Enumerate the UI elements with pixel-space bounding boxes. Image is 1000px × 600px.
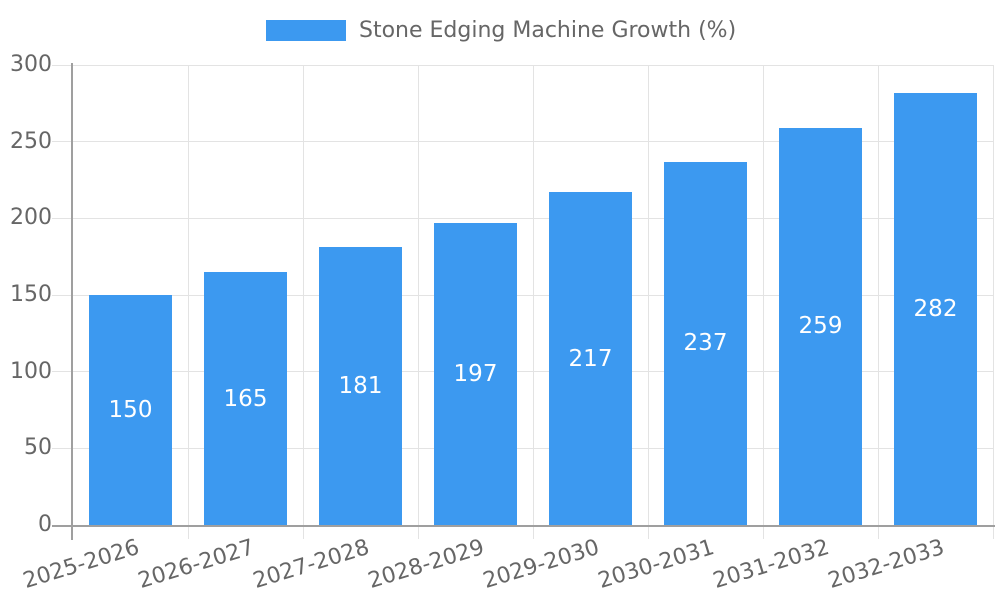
x-axis-line — [52, 525, 995, 527]
y-tick-label: 300 — [10, 52, 52, 77]
v-gridline — [532, 65, 534, 539]
legend[interactable]: Stone Edging Machine Growth (%) — [266, 18, 736, 43]
v-gridline — [417, 65, 419, 539]
h-gridline — [52, 447, 993, 449]
y-tick-label: 100 — [10, 358, 52, 384]
v-gridline — [762, 65, 764, 539]
v-gridline — [877, 65, 879, 539]
bar-value-label: 282 — [913, 295, 958, 322]
bar[interactable] — [434, 222, 517, 525]
bar-value-label: 181 — [338, 373, 383, 400]
legend-label: Stone Edging Machine Growth (%) — [359, 18, 737, 43]
h-gridline — [52, 217, 993, 219]
h-gridline — [52, 371, 993, 373]
v-gridline — [302, 65, 304, 539]
bar-value-label: 259 — [798, 313, 843, 340]
h-gridline — [52, 64, 993, 66]
y-tick-label: 150 — [10, 282, 52, 307]
bar-value-label: 150 — [108, 397, 153, 423]
v-gridline — [992, 65, 994, 539]
v-gridline — [187, 65, 189, 539]
y-tick-label: 50 — [24, 435, 52, 461]
bar-value-label: 237 — [683, 330, 728, 357]
h-gridline — [52, 141, 993, 143]
v-gridline — [647, 65, 649, 539]
bar[interactable] — [549, 192, 632, 525]
bar[interactable] — [89, 295, 172, 525]
y-tick-label: 200 — [10, 205, 52, 231]
bar-value-label: 197 — [453, 360, 498, 387]
bar[interactable] — [664, 161, 747, 525]
legend-swatch-icon — [266, 20, 346, 41]
bar[interactable] — [204, 272, 287, 525]
y-tick-label: 250 — [10, 128, 52, 154]
bar[interactable] — [894, 92, 977, 525]
bar[interactable] — [779, 127, 862, 525]
bar[interactable] — [319, 247, 402, 525]
bar-value-label: 165 — [223, 385, 268, 412]
y-tick-label: 0 — [38, 512, 52, 537]
bar-value-label: 217 — [568, 345, 613, 372]
y-axis-line — [71, 63, 73, 540]
h-gridline — [52, 294, 993, 296]
